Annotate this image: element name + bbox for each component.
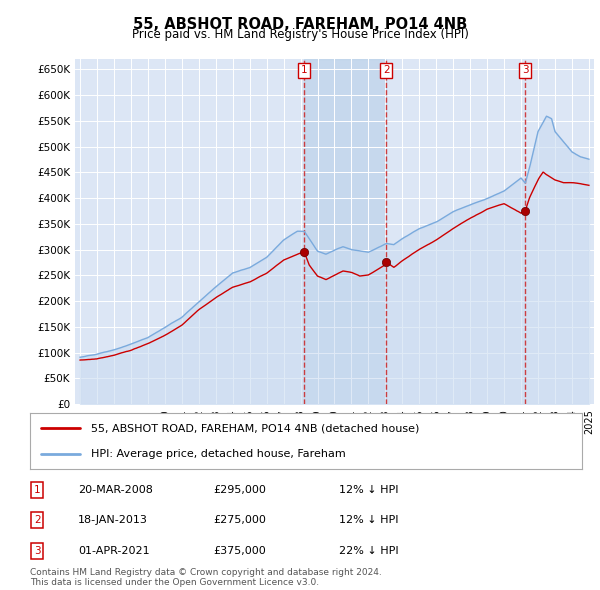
Bar — [304, 59, 386, 404]
Text: Contains HM Land Registry data © Crown copyright and database right 2024.
This d: Contains HM Land Registry data © Crown c… — [30, 568, 382, 587]
Text: HPI: Average price, detached house, Fareham: HPI: Average price, detached house, Fare… — [91, 449, 346, 459]
Text: 12% ↓ HPI: 12% ↓ HPI — [339, 485, 398, 494]
Text: 18-JAN-2013: 18-JAN-2013 — [78, 516, 148, 525]
Text: 55, ABSHOT ROAD, FAREHAM, PO14 4NB (detached house): 55, ABSHOT ROAD, FAREHAM, PO14 4NB (deta… — [91, 423, 419, 433]
Text: Price paid vs. HM Land Registry's House Price Index (HPI): Price paid vs. HM Land Registry's House … — [131, 28, 469, 41]
Text: 2: 2 — [34, 516, 41, 525]
Text: 55, ABSHOT ROAD, FAREHAM, PO14 4NB: 55, ABSHOT ROAD, FAREHAM, PO14 4NB — [133, 17, 467, 31]
Text: 22% ↓ HPI: 22% ↓ HPI — [339, 546, 398, 556]
Text: 3: 3 — [34, 546, 41, 556]
Text: £375,000: £375,000 — [213, 546, 266, 556]
Text: £275,000: £275,000 — [213, 516, 266, 525]
Text: 2: 2 — [383, 65, 389, 76]
Text: 1: 1 — [301, 65, 308, 76]
Text: 1: 1 — [34, 485, 41, 494]
Text: 20-MAR-2008: 20-MAR-2008 — [78, 485, 153, 494]
Text: 3: 3 — [522, 65, 529, 76]
Text: £295,000: £295,000 — [213, 485, 266, 494]
Text: 01-APR-2021: 01-APR-2021 — [78, 546, 149, 556]
Text: 12% ↓ HPI: 12% ↓ HPI — [339, 516, 398, 525]
